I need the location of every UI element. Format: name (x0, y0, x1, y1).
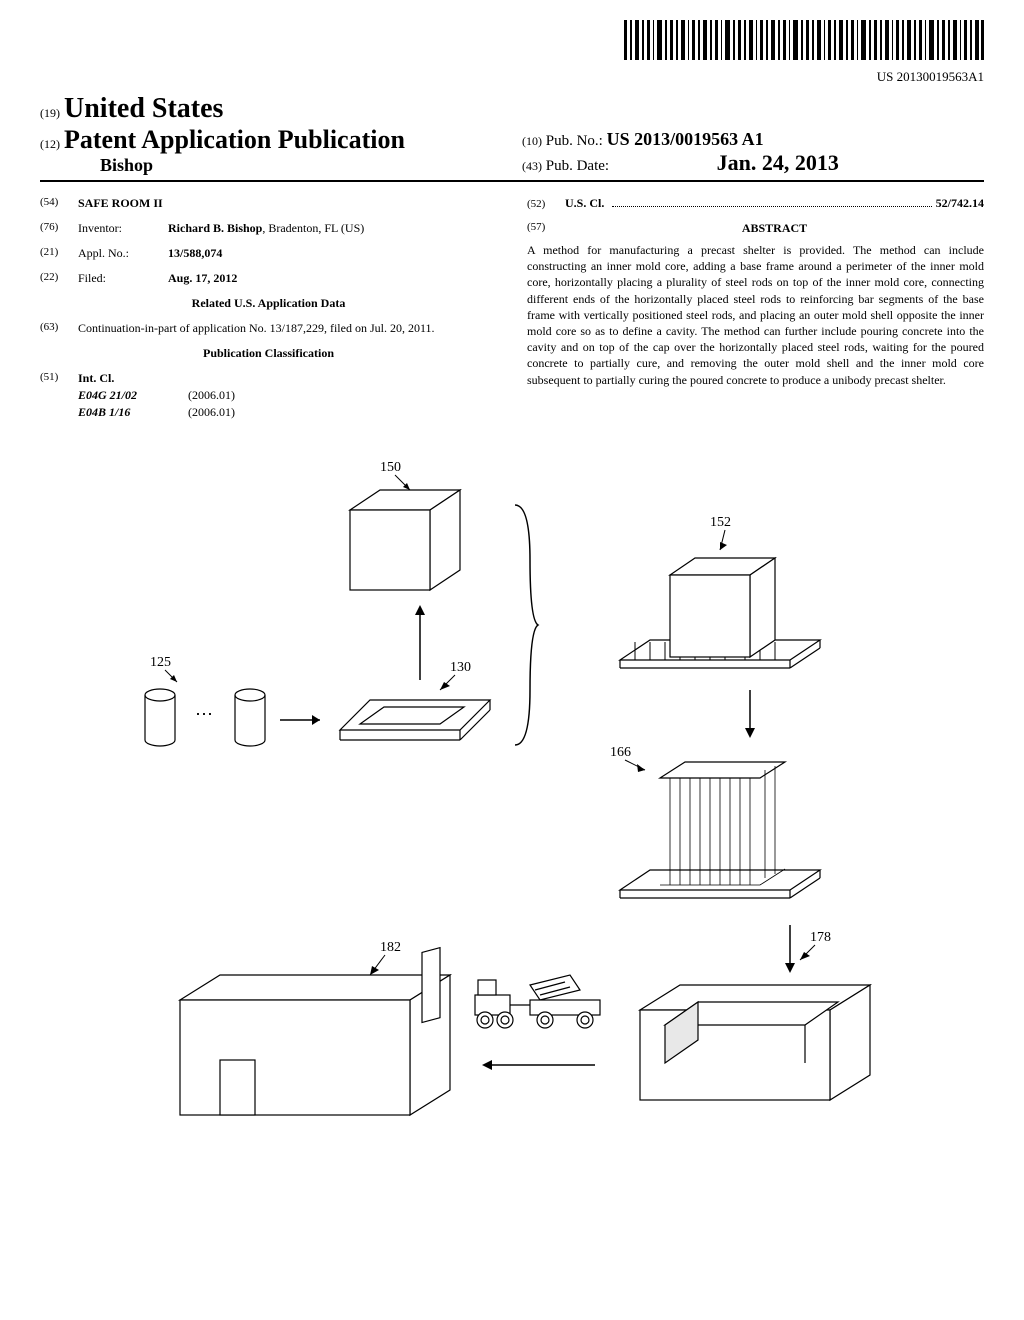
leader-130 (440, 675, 460, 695)
barcode-area (40, 20, 984, 65)
label-130: 130 (450, 660, 471, 676)
bracket-icon (510, 500, 540, 750)
label-166: 166 (610, 745, 631, 761)
arrow-left-1 (480, 1055, 600, 1075)
field-57-num: (57) (527, 221, 565, 242)
author-surname: Bishop (100, 155, 502, 176)
cube-150 (320, 480, 480, 620)
pub-no-label: Pub. No.: (546, 133, 603, 149)
field-22-label: Filed: (78, 271, 168, 286)
frame-130 (330, 690, 500, 760)
prefix-12: (12) (40, 137, 60, 151)
arrow-right-1 (280, 710, 330, 730)
leader-182 (370, 955, 390, 980)
field-63-num: (63) (40, 321, 78, 336)
field-52-num: (52) (527, 198, 565, 210)
leader-150 (395, 475, 415, 495)
field-21-num: (21) (40, 246, 78, 261)
building-182 (170, 970, 460, 1130)
intcl-code-0: E04G 21/02 (78, 388, 188, 403)
barcode-icon (624, 20, 984, 60)
svg-text:⋯: ⋯ (195, 704, 213, 724)
field-76-num: (76) (40, 221, 78, 236)
leader-166 (625, 760, 650, 780)
title: SAFE ROOM II (78, 196, 163, 211)
abstract-title: ABSTRACT (565, 221, 984, 236)
barcode-number: US 20130019563A1 (40, 69, 984, 85)
cylinders-125: ⋯ (140, 680, 280, 770)
field-52-label: U.S. Cl. (565, 196, 604, 211)
prefix-19: (19) (40, 106, 60, 120)
related-heading: Related U.S. Application Data (40, 296, 497, 311)
biblio-columns: (54) SAFE ROOM II (76) Inventor: Richard… (40, 196, 984, 430)
leader-152 (720, 530, 740, 555)
pub-no: US 2013/0019563 A1 (607, 129, 764, 149)
intcl-year-0: (2006.01) (188, 388, 235, 403)
inventor: Richard B. Bishop, Bradenton, FL (US) (168, 221, 497, 236)
header-row: (19) United States (12) Patent Applicati… (40, 93, 984, 182)
right-column: (52) U.S. Cl. 52/742.14 (57) ABSTRACT A … (527, 196, 984, 430)
leader-178 (800, 945, 820, 965)
truck-icon (470, 970, 630, 1040)
leader-125 (165, 670, 185, 690)
arrow-up-1 (410, 605, 430, 685)
left-column: (54) SAFE ROOM II (76) Inventor: Richard… (40, 196, 497, 430)
box-178 (630, 980, 880, 1110)
prefix-10: (10) (522, 134, 542, 148)
label-152: 152 (710, 515, 731, 531)
country: United States (64, 93, 223, 124)
field-76-label: Inventor: (78, 221, 168, 236)
arrow-down-2 (780, 925, 800, 975)
intcl-code-1: E04B 1/16 (78, 405, 188, 420)
figure-area: 150 ⋯ 125 130 (40, 460, 984, 1140)
field-22-num: (22) (40, 271, 78, 286)
field-51-label: Int. Cl. (78, 371, 114, 386)
field-21-label: Appl. No.: (78, 246, 168, 261)
prefix-43: (43) (522, 159, 542, 173)
pub-date: Jan. 24, 2013 (717, 150, 839, 175)
dots-leader (612, 197, 931, 207)
label-182: 182 (380, 940, 401, 956)
filed-date: Aug. 17, 2012 (168, 271, 497, 286)
publication-type: Patent Application Publication (64, 125, 405, 154)
field-54-num: (54) (40, 196, 78, 211)
continuation: Continuation-in-part of application No. … (78, 321, 497, 336)
classification-heading: Publication Classification (40, 346, 497, 361)
us-cl-value: 52/742.14 (936, 196, 984, 211)
intcl-year-1: (2006.01) (188, 405, 235, 420)
field-51-num: (51) (40, 371, 78, 386)
label-125: 125 (150, 655, 171, 671)
label-178: 178 (810, 930, 831, 946)
assembly-152 (600, 540, 830, 690)
abstract-body: A method for manufacturing a precast she… (527, 242, 984, 388)
pub-date-label: Pub. Date: (546, 158, 609, 174)
label-150: 150 (380, 460, 401, 476)
appl-no: 13/588,074 (168, 246, 497, 261)
arrow-down-1 (740, 690, 760, 740)
